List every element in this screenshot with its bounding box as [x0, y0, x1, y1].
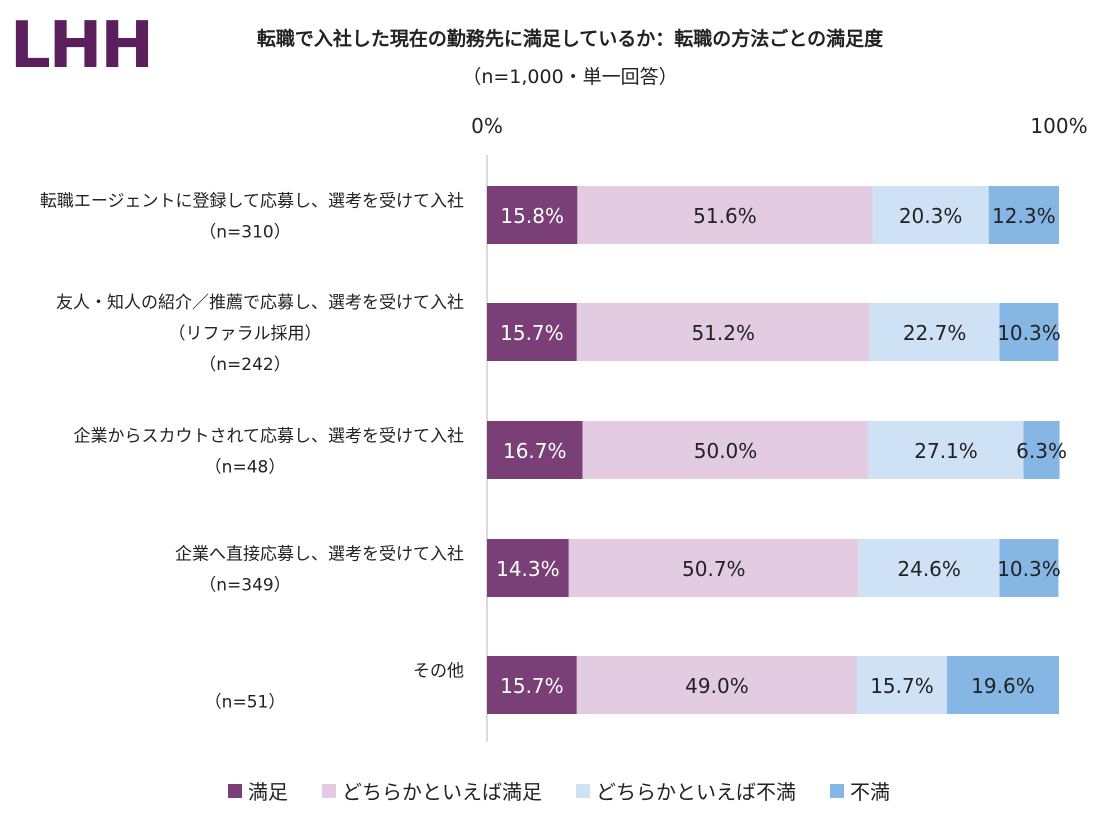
legend-item: どちらかといえば不満 [576, 776, 796, 805]
chart-subtitle: （n=1,000・単一回答） [462, 66, 678, 88]
bar-segment [576, 303, 870, 361]
data-label: 15.7% [500, 321, 564, 345]
bar-segment [858, 539, 1000, 597]
bar-segment [487, 656, 577, 714]
bar-segment [487, 186, 578, 244]
bar-segment [999, 303, 1059, 361]
axis-max-label: 100% [1030, 114, 1087, 138]
legend-label: どちらかといえば不満 [596, 780, 796, 804]
data-label: 14.3% [496, 557, 560, 581]
axis-min-label: 0% [471, 114, 503, 138]
category-label: 企業からスカウトされて応募し、選考を受けて入社 [74, 427, 465, 447]
data-label: 50.0% [694, 439, 758, 463]
bar-segment [1023, 421, 1060, 479]
data-label: 6.3% [1016, 439, 1067, 463]
bar-segment [487, 303, 577, 361]
data-label: 24.6% [897, 557, 961, 581]
legend-label: 不満 [850, 780, 890, 804]
legend-swatch [322, 783, 336, 798]
legend-label: 満足 [248, 780, 288, 804]
bar-segment [577, 186, 873, 244]
stacked-bar-chart: 0% 100% 転職エージェントに登録して応募し、選考を受けて入社 （n=310） 15… [40, 114, 1088, 742]
bar-segment [582, 421, 869, 479]
data-label: 15.7% [870, 674, 934, 698]
data-label: 22.7% [903, 321, 967, 345]
category-label: （n=349） [199, 576, 290, 596]
legend-item: どちらかといえば満足 [322, 776, 542, 805]
chart-legend: 満足 どちらかといえば満足 どちらかといえば不満 不満 [0, 776, 1118, 805]
category-label: 企業へ直接応募し、選考を受けて入社 [175, 545, 464, 565]
data-label: 15.7% [500, 674, 564, 698]
category-label: その他 [413, 662, 464, 682]
legend-swatch [576, 783, 590, 798]
data-label: 49.0% [685, 674, 749, 698]
data-label: 19.6% [971, 674, 1035, 698]
bar-segment [857, 656, 947, 714]
data-label: 10.3% [997, 557, 1061, 581]
legend-label: どちらかといえば満足 [342, 780, 542, 804]
category-label: （n=242） [199, 355, 290, 375]
data-label: 27.1% [914, 439, 978, 463]
bar-segment [946, 656, 1059, 714]
legend-swatch [228, 783, 242, 798]
legend-item: 不満 [830, 776, 890, 805]
category-label: （n=51） [205, 693, 286, 713]
data-label: 50.7% [682, 557, 746, 581]
bar-segment [872, 186, 989, 244]
bar-segment [487, 539, 569, 597]
data-label: 51.2% [691, 321, 755, 345]
data-label: 12.3% [992, 204, 1056, 228]
bar-segment [999, 539, 1059, 597]
category-label: （n=48） [205, 458, 286, 478]
chart-title: 転職で入社した現在の勤務先に満足しているか：転職の方法ごとの満足度 [256, 28, 884, 50]
category-label: 転職エージェントに登録して応募し、選考を受けて入社 [40, 192, 464, 212]
bar-segment [869, 303, 1000, 361]
data-label: 20.3% [899, 204, 963, 228]
data-label: 10.3% [997, 321, 1061, 345]
data-label: 51.6% [693, 204, 757, 228]
data-label: 15.8% [500, 204, 564, 228]
bar-segment [576, 656, 858, 714]
legend-item: 満足 [228, 776, 288, 805]
category-label: 友人・知人の紹介／推薦で応募し、選考を受けて入社 [56, 293, 464, 313]
lhh-logo: LHH [10, 9, 154, 83]
data-label: 16.7% [503, 439, 567, 463]
bar-segment [487, 421, 583, 479]
bar-segment [988, 186, 1059, 244]
category-label: （リファラル採用） [169, 324, 322, 344]
bar-segment [568, 539, 859, 597]
bar-segment [868, 421, 1024, 479]
category-label: （n=310） [199, 223, 290, 243]
legend-swatch [830, 783, 844, 798]
